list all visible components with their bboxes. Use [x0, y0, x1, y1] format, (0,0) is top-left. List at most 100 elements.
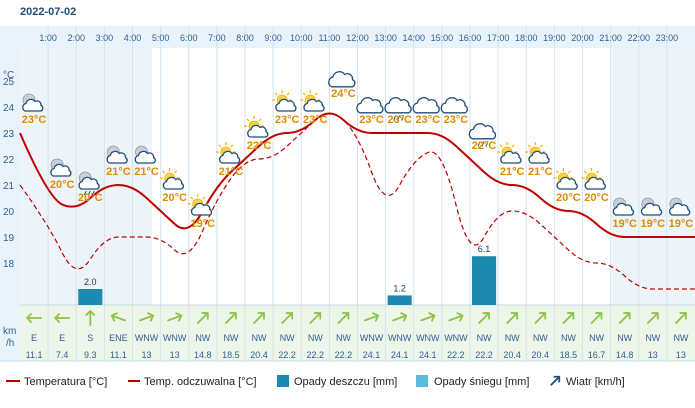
- temperature-point-label: 20°C: [556, 192, 581, 204]
- rain-drop: [401, 115, 405, 121]
- wind-arrow-shape: [281, 312, 294, 324]
- rain-drop: [485, 141, 489, 147]
- sun-ray: [527, 144, 531, 148]
- cloud-shape: [584, 176, 606, 190]
- wind-arrow-shape: [478, 312, 490, 324]
- legend-rain-label: Opady deszczu [mm]: [294, 376, 397, 388]
- wind-direction-label: NW: [308, 333, 323, 343]
- wind-unit-label: km: [3, 326, 16, 337]
- wind-speed-label: 18.5: [222, 350, 240, 360]
- wind-arrow-icon: [337, 312, 350, 324]
- night-band-evening: [610, 48, 695, 305]
- temperature-point-label: 23°C: [22, 114, 47, 126]
- y-tick-label: 18: [3, 259, 15, 270]
- wind-arrow-icon: [478, 312, 490, 324]
- wind-direction-label: E: [59, 333, 65, 343]
- wind-arrow-icon: [534, 312, 547, 324]
- wind-direction-label: NW: [589, 333, 604, 343]
- legend-snow-swatch: [416, 375, 428, 387]
- cloud-shape: [22, 98, 44, 112]
- sun-ray: [567, 170, 571, 174]
- sun-ray: [584, 170, 587, 174]
- sun-ray: [314, 92, 318, 96]
- legend-feels-like-label: Temp. odczuwalna [°C]: [144, 376, 257, 388]
- hour-label: 13:00: [374, 33, 397, 43]
- wind-arrow-icon: [281, 312, 294, 324]
- partly-cloudy-day-icon: [581, 168, 606, 190]
- wind-speed-label: 14.8: [194, 350, 212, 360]
- wind-arrow-icon: [25, 313, 42, 323]
- wind-arrow-shape: [534, 312, 547, 324]
- wind-arrow-icon: [53, 313, 71, 323]
- wind-direction-label: WNW: [416, 333, 440, 343]
- wind-arrow-icon: [225, 312, 237, 324]
- cloud-shape: [162, 176, 184, 190]
- wind-speed-label: 18.5: [560, 350, 578, 360]
- sun-ray: [202, 196, 206, 200]
- temperature-point-label: 23°C: [444, 114, 469, 126]
- wind-arrow-shape: [139, 312, 155, 322]
- cloud-icon: [356, 97, 384, 114]
- wind-speed-label: 22.2: [335, 350, 353, 360]
- temperature-point-label: 23°C: [359, 114, 384, 126]
- partly-cloudy-night-icon: [669, 197, 691, 216]
- wind-speed-label: 20.4: [503, 350, 521, 360]
- wind-direction-label: WNW: [135, 333, 159, 343]
- wind-speed-label: 13: [648, 350, 658, 360]
- temperature-point-label: 23°C: [275, 114, 300, 126]
- cloud-shape: [303, 98, 325, 112]
- temperature-point-label: 21°C: [528, 166, 553, 178]
- partly-cloudy-day-icon: [497, 142, 522, 164]
- hour-label: 5:00: [152, 33, 170, 43]
- rain-bar: [387, 295, 412, 305]
- wind-direction-label: S: [87, 333, 93, 343]
- hour-label: 14:00: [402, 33, 425, 43]
- wind-direction-label: NW: [645, 333, 660, 343]
- wind-arrow-shape: [53, 313, 71, 323]
- y-tick-label: 25: [3, 77, 15, 88]
- cloud-storm-icon: [468, 123, 497, 147]
- cloud-shape: [134, 150, 156, 164]
- sun-ray: [174, 170, 178, 174]
- wind-speed-label: 22.2: [278, 350, 296, 360]
- cloud-shape: [612, 202, 634, 216]
- temperature-point-label: 22°C: [472, 140, 497, 152]
- wind-arrow-shape: [506, 312, 519, 324]
- partly-cloudy-night-icon: [106, 145, 128, 164]
- sun-ray: [258, 118, 262, 122]
- sun-ray: [302, 92, 306, 96]
- wind-speed-label: 14.8: [616, 350, 634, 360]
- rain-drop: [91, 190, 95, 196]
- wind-direction-label: NW: [505, 333, 520, 343]
- hour-label: 12:00: [346, 33, 369, 43]
- wind-speed-label: 22.2: [447, 350, 465, 360]
- sun-ray: [539, 144, 543, 148]
- sun-ray: [246, 118, 250, 122]
- temperature-point-label: 19°C: [640, 218, 665, 230]
- hour-label: 9:00: [264, 33, 282, 43]
- temperature-point-label: 21°C: [219, 166, 244, 178]
- hour-label: 4:00: [124, 33, 142, 43]
- wind-unit-label: /h: [6, 338, 14, 349]
- hour-label: 3:00: [96, 33, 114, 43]
- partly-cloudy-day-icon: [187, 194, 213, 216]
- wind-direction-label: WNW: [388, 333, 412, 343]
- wind-arrow-shape: [448, 312, 464, 322]
- hour-label: 6:00: [180, 33, 198, 43]
- temperature-point-label: 23°C: [415, 114, 440, 126]
- sun-ray: [286, 92, 290, 96]
- wind-arrow-shape: [590, 312, 603, 324]
- cloud-shape: [669, 202, 691, 216]
- y-axis-band: [0, 26, 20, 361]
- hour-label: 8:00: [236, 33, 254, 43]
- sun-ray: [499, 144, 503, 148]
- rain-bar-label: 2.0: [84, 277, 97, 287]
- partly-cloudy-day-icon: [215, 142, 241, 164]
- temperature-point-label: 21°C: [106, 166, 131, 178]
- wind-arrow-shape: [337, 312, 350, 324]
- partly-cloudy-day-icon: [159, 168, 184, 190]
- wind-arrow-icon: [675, 312, 687, 324]
- wind-arrow-shape: [364, 312, 380, 322]
- rain-drop: [87, 190, 91, 196]
